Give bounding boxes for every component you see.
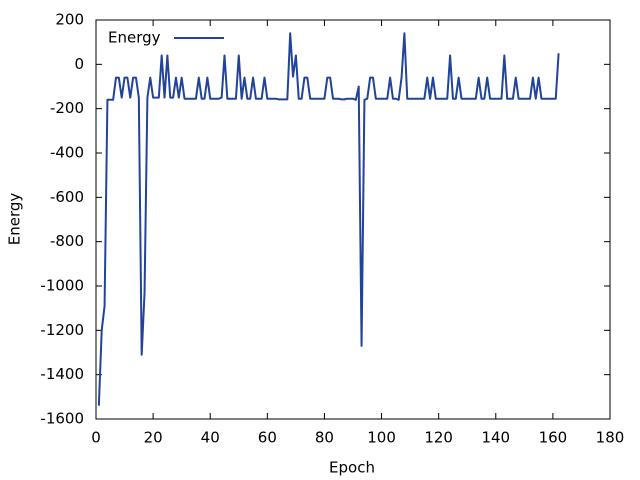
x-tick-label: 60 xyxy=(258,429,277,447)
y-tick-label: -400 xyxy=(50,144,84,162)
x-tick-label: 80 xyxy=(315,429,334,447)
x-tick-label: 40 xyxy=(201,429,220,447)
x-tick-label: 20 xyxy=(144,429,163,447)
x-tick-label: 120 xyxy=(424,429,453,447)
x-tick-label: 180 xyxy=(596,429,625,447)
plot-frame xyxy=(95,19,611,420)
y-axis-title: Energy xyxy=(6,193,24,246)
y-tick-label: 200 xyxy=(55,11,84,29)
y-tick-label: -600 xyxy=(50,188,84,206)
data-line xyxy=(97,32,560,406)
y-tick-label: 0 xyxy=(74,55,84,73)
y-tick-label: -1400 xyxy=(40,365,84,383)
x-tick-label: 100 xyxy=(367,429,396,447)
y-tick-label: -1000 xyxy=(40,277,84,295)
x-axis-title: Epoch xyxy=(329,459,375,477)
x-tick-label: 0 xyxy=(91,429,101,447)
y-tick-label: -1200 xyxy=(40,321,84,339)
legend-label: Energy xyxy=(108,29,161,47)
x-tick-label: 160 xyxy=(539,429,568,447)
y-tick-label: -200 xyxy=(50,99,84,117)
y-tick-label: -1600 xyxy=(40,410,84,428)
y-tick-label: -800 xyxy=(50,232,84,250)
x-tick-label: 140 xyxy=(481,429,510,447)
